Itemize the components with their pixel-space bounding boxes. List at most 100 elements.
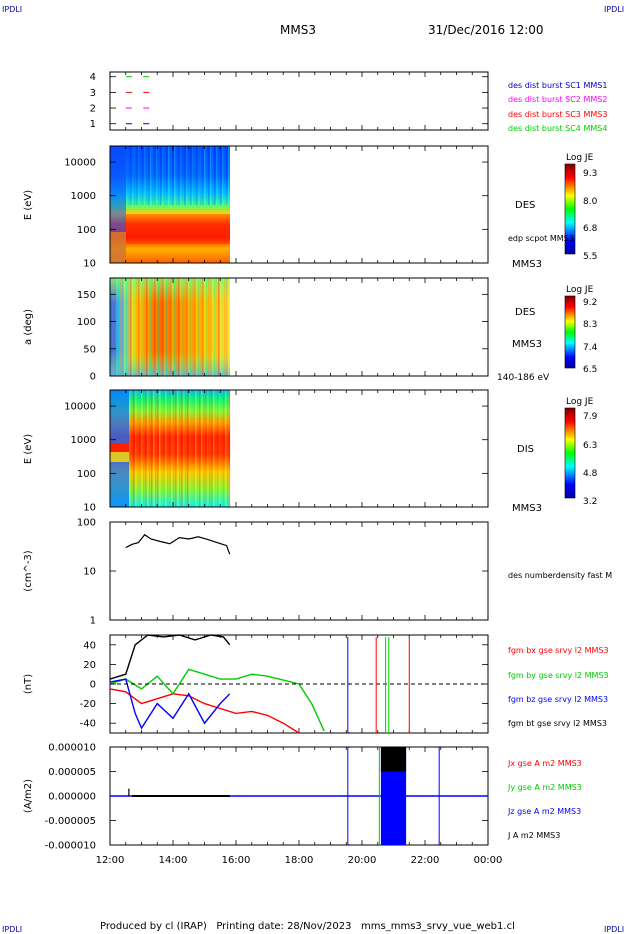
field-y-tick-label: 40 [83, 640, 96, 651]
des-energy-y-tick-label: 10 [83, 259, 96, 270]
spectrogram-stripe [146, 278, 148, 376]
spectrogram-stripe [213, 390, 215, 507]
spectrogram-stripe [162, 146, 164, 205]
spectrogram-stripe [155, 390, 157, 507]
spectrogram-stripe [180, 146, 182, 205]
spectrogram-stripe [212, 146, 214, 205]
spectrogram-stripe [166, 146, 168, 205]
dis-energy-ylabel: E (eV) [23, 434, 34, 464]
spectrogram-stripe [220, 146, 222, 205]
legend-sc2: des dist burst SC2 MMS2 [508, 95, 607, 104]
des-pa-y-tick-label: 100 [77, 317, 96, 328]
spectrogram-stripe [160, 146, 162, 205]
spectrogram-stripe [221, 390, 223, 507]
dis-energy-y-tick-label: 10000 [64, 402, 96, 413]
spectrogram-stripe [118, 278, 120, 376]
current-y-tick-label: -0.000005 [45, 816, 96, 827]
spectrogram-stripe [225, 390, 227, 507]
panel-frame-0 [109, 71, 489, 131]
spectrogram-stripe [216, 146, 218, 205]
spectrogram-stripe [120, 278, 122, 376]
spectrogram-stripe [140, 146, 142, 205]
spectrogram-stripe [126, 278, 128, 376]
density-series-label: des numberdensity fast M [508, 571, 612, 580]
spectrogram-stripe [128, 278, 130, 376]
spectrogram-stripe [173, 390, 175, 507]
des-pa-cb-tick-3: 7.4 [583, 343, 598, 353]
density-y-tick-label: 10 [83, 567, 96, 578]
jz-series-label: Jz gse A m2 MMS3 [507, 807, 581, 816]
spectrogram-stripe [188, 278, 190, 376]
spectrogram-stripe [184, 278, 186, 376]
header-spacecraft: MMS3 [280, 23, 316, 37]
des-energy-cb-tick-3: 6.8 [583, 224, 598, 234]
spectrogram-stripe [142, 278, 144, 376]
spectrogram-stripe [204, 278, 206, 376]
spectrogram-stripe [175, 390, 177, 507]
spectrogram-stripe [156, 146, 158, 205]
spectrogram-stripe [202, 278, 204, 376]
spectrogram-stripe [163, 390, 165, 507]
spectrogram-stripe [193, 390, 195, 507]
spectrogram-stripe [202, 146, 204, 205]
dis-energy-y-tick-label: 10 [83, 503, 96, 514]
des-pa-ylabel: a (deg) [23, 309, 34, 345]
spectrogram-stripe [192, 278, 194, 376]
spectrogram-stripe [141, 390, 143, 507]
spectrogram-stripe [142, 146, 144, 205]
spectrogram-stripe [198, 146, 200, 205]
spectrogram-stripe [182, 146, 184, 205]
spectrogram-stripe [224, 146, 226, 205]
spectrogram-stripe [220, 278, 222, 376]
spectrogram-stripe [160, 278, 162, 376]
spectrogram-stripe [157, 390, 159, 507]
spectrogram-stripe [229, 390, 231, 507]
spectrogram-stripe [224, 278, 226, 376]
des-energy-y-tick-label: 100 [77, 225, 96, 236]
spectrogram-stripe [228, 146, 230, 205]
spectrogram-stripe [200, 146, 202, 205]
panel-frame-4 [109, 521, 489, 621]
dis-energy-cb-tick-4: 3.2 [583, 497, 597, 507]
time-tick-label: 16:00 [222, 855, 251, 866]
spectrogram-stripe [222, 278, 224, 376]
dis-energy-colorbar [564, 407, 576, 499]
availability-y-tick-label: 1 [90, 119, 96, 130]
spectrogram-stripe [170, 278, 172, 376]
spectrogram-stripe [196, 278, 198, 376]
spectrogram-stripe [207, 390, 209, 507]
dis-energy-y-tick-label: 100 [77, 469, 96, 480]
current-ylabel: (A/m2) [23, 779, 34, 813]
spectrogram-stripe [206, 278, 208, 376]
spectrogram-stripe [110, 278, 112, 376]
time-tick-label: 00:00 [474, 855, 503, 866]
spectrogram-stripe [164, 278, 166, 376]
spectrogram-stripe [174, 278, 176, 376]
spectrogram-stripe [143, 390, 145, 507]
des-pa-cb-tick-1: 9.2 [583, 298, 597, 308]
spectrogram-stripe [156, 278, 158, 376]
availability-y-tick-label: 4 [90, 72, 96, 83]
corner-text-bottom-right: IPDLI [604, 925, 624, 934]
des-pa-colorbar [564, 295, 576, 369]
spectrogram-stripe [130, 146, 132, 205]
spectrogram-stripe [200, 278, 202, 376]
des-energy-colorbar-title: Log JE [566, 153, 594, 163]
spectrogram-stripe [172, 278, 174, 376]
spectrogram-stripe [161, 390, 163, 507]
spectrogram-stripe [154, 146, 156, 205]
spectrogram-stripe [133, 390, 135, 507]
spectrogram-stripe [186, 278, 188, 376]
legend-sc4: des dist burst SC4 MMS4 [508, 124, 607, 133]
des-pa-y-tick-label: 0 [90, 372, 96, 383]
field-line-1 [109, 668, 325, 732]
spectrogram-stripe [196, 146, 198, 205]
jx-series-label: Jx gse A m2 MMS3 [507, 759, 582, 768]
current-block-top [380, 747, 407, 772]
dis-energy-y-tick-label: 1000 [71, 435, 96, 446]
spectrogram-stripe [205, 390, 207, 507]
current-y-tick-label: -0.000010 [45, 841, 96, 852]
density-y-tick-label: 100 [77, 518, 96, 529]
spectrogram-stripe [212, 278, 214, 376]
spectrogram-stripe [194, 278, 196, 376]
